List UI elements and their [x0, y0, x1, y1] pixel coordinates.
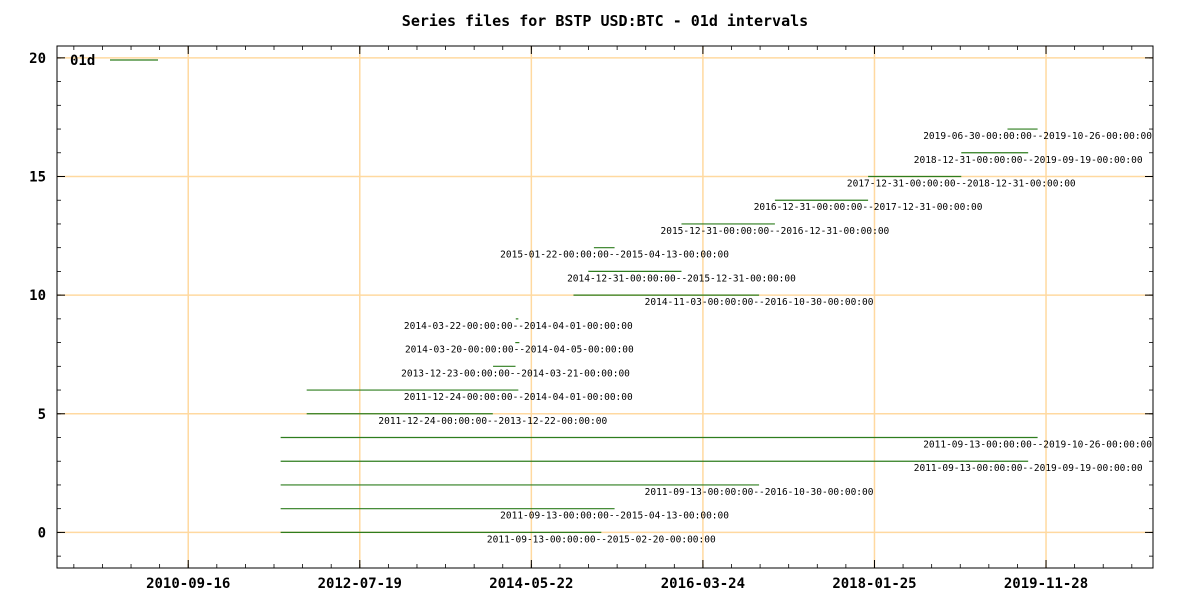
- interval-label: 2019-06-30-00:00:00--2019-10-26-00:00:00: [923, 131, 1152, 142]
- interval-labels: 2011-09-13-00:00:00--2015-02-20-00:00:00…: [378, 131, 1152, 545]
- legend-label: 01d: [70, 53, 95, 69]
- interval-label: 2011-09-13-00:00:00--2019-09-19-00:00:00: [914, 463, 1143, 474]
- axis-ticks: [57, 46, 1153, 568]
- interval-label: 2011-12-24-00:00:00--2013-12-22-00:00:00: [378, 416, 607, 427]
- interval-label: 2018-12-31-00:00:00--2019-09-19-00:00:00: [914, 155, 1143, 166]
- legend: 01d: [70, 53, 158, 69]
- interval-label: 2014-11-03-00:00:00--2016-10-30-00:00:00: [645, 297, 874, 308]
- series-intervals: [280, 128, 1038, 534]
- interval-label: 2014-03-22-00:00:00--2014-04-01-00:00:00: [404, 321, 633, 332]
- x-tick-label: 2018-01-25: [832, 576, 916, 592]
- x-tick-label: 2014-05-22: [489, 576, 573, 592]
- x-tick-label: 2019-11-28: [1004, 576, 1088, 592]
- y-tick-label: 0: [38, 525, 46, 541]
- x-tick-label: 2010-09-16: [146, 576, 230, 592]
- grid: [57, 46, 1153, 568]
- chart-title: Series files for BSTP USD:BTC - 01d inte…: [402, 12, 808, 30]
- interval-label: 2015-01-22-00:00:00--2015-04-13-00:00:00: [500, 250, 729, 261]
- y-tick-labels: 0 5 10 15 20: [29, 51, 46, 542]
- interval-label: 2011-09-13-00:00:00--2015-02-20-00:00:00: [487, 534, 716, 545]
- interval-label: 2011-09-13-00:00:00--2019-10-26-00:00:00: [923, 440, 1152, 451]
- x-tick-label: 2012-07-19: [318, 576, 402, 592]
- y-tick-label: 5: [38, 407, 46, 423]
- x-tick-labels: 2010-09-16 2012-07-19 2014-05-22 2016-03-24…: [146, 576, 1088, 592]
- interval-label: 2016-12-31-00:00:00--2017-12-31-00:00:00: [754, 202, 983, 213]
- y-tick-label: 20: [29, 51, 46, 67]
- x-tick-label: 2016-03-24: [661, 576, 745, 592]
- plot-frame: [56, 45, 1154, 569]
- interval-label: 2014-12-31-00:00:00--2015-12-31-00:00:00: [567, 273, 796, 284]
- interval-label: 2015-12-31-00:00:00--2016-12-31-00:00:00: [661, 226, 890, 237]
- interval-label: 2011-12-24-00:00:00--2014-04-01-00:00:00: [404, 392, 633, 403]
- y-tick-label: 15: [29, 170, 46, 186]
- y-tick-label: 10: [29, 288, 46, 304]
- interval-label: 2014-03-20-00:00:00--2014-04-05-00:00:00: [405, 345, 634, 356]
- interval-label: 2013-12-23-00:00:00--2014-03-21-00:00:00: [401, 368, 630, 379]
- interval-label: 2017-12-31-00:00:00--2018-12-31-00:00:00: [847, 179, 1076, 190]
- interval-label: 2011-09-13-00:00:00--2015-04-13-00:00:00: [500, 511, 729, 522]
- interval-label: 2011-09-13-00:00:00--2016-10-30-00:00:00: [645, 487, 874, 498]
